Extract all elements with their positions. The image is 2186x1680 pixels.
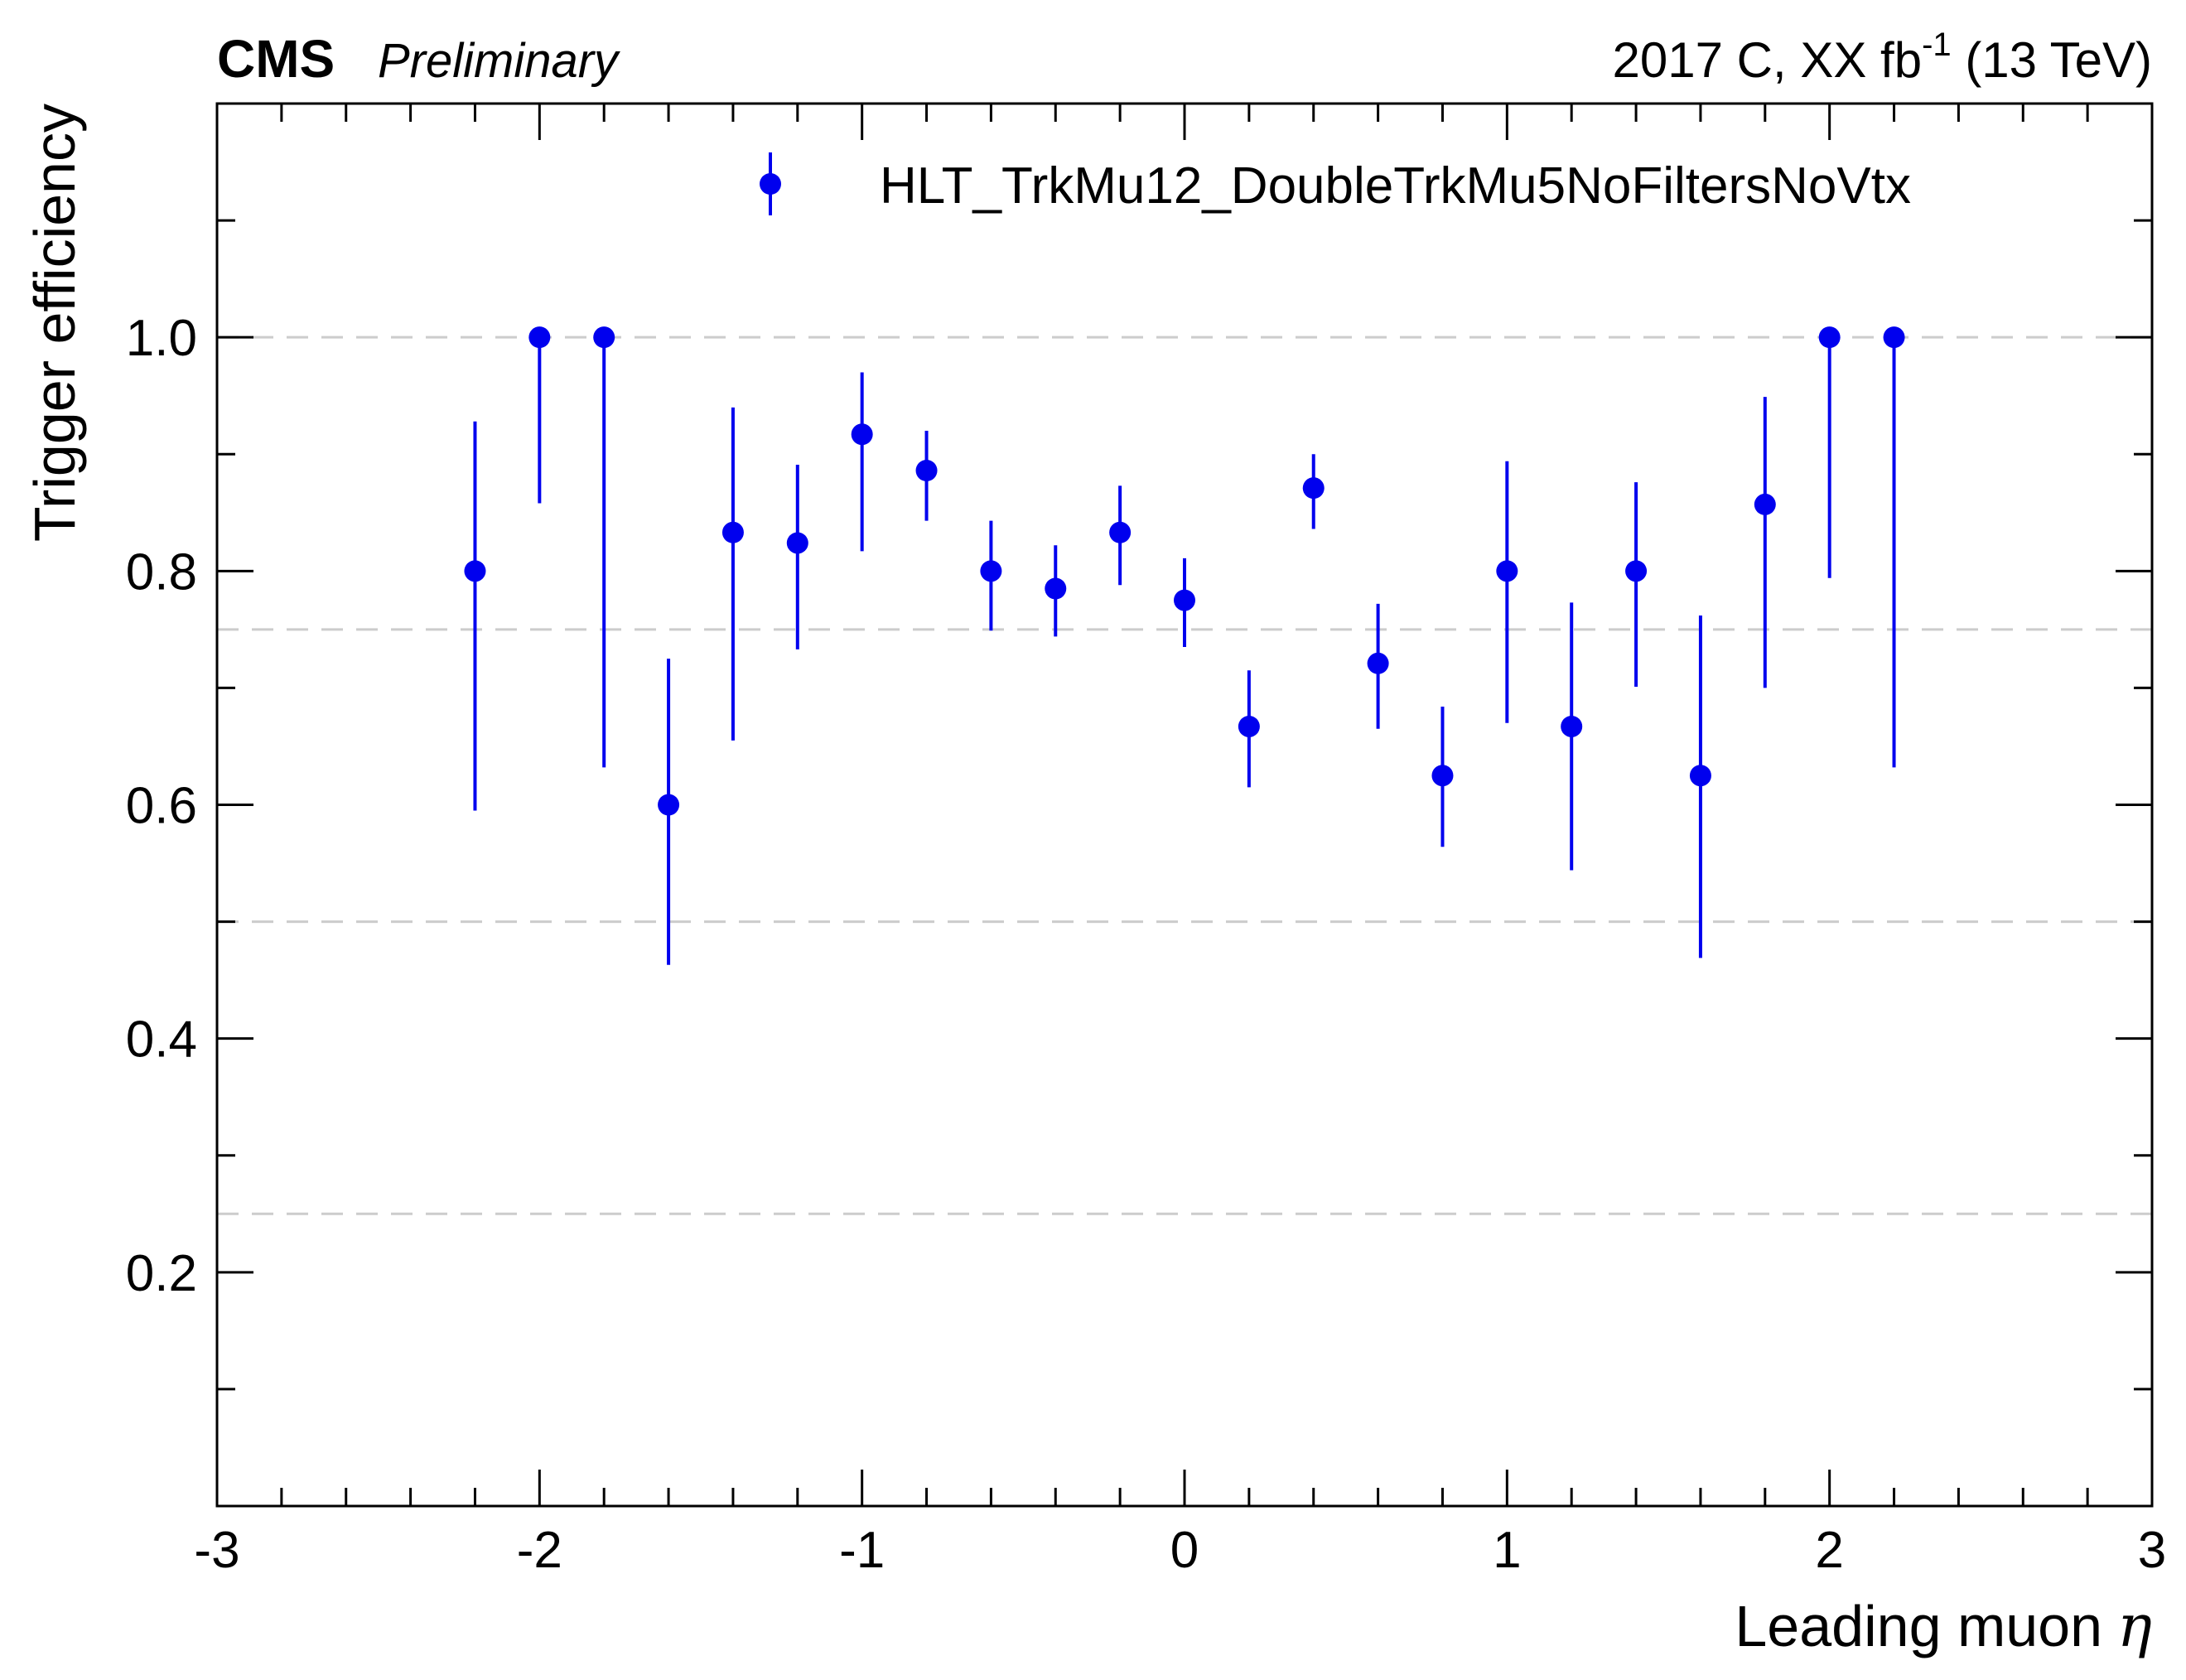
data-point [1238,715,1260,737]
y-tick-label: 0.8 [126,543,197,601]
data-point [1689,765,1711,787]
tick-layer [215,104,2154,1506]
legend: HLT_TrkMu12_DoubleTrkMu5NoFiltersNoVtx [760,152,1911,215]
data-point [1367,652,1389,674]
run-info-exp: -1 [1922,27,1952,63]
data-point [1561,715,1583,737]
y-tick-label: 0.2 [126,1245,197,1302]
data-point [528,326,551,349]
legend-label: HLT_TrkMu12_DoubleTrkMu5NoFiltersNoVtx [880,157,1911,215]
data-point [1431,765,1454,787]
legend-marker [760,173,781,195]
plot-frame [215,102,2154,1508]
data-point [1754,493,1776,515]
data-layer [464,326,1905,965]
data-point [980,560,1002,582]
run-info-prefix: 2017 C, XX fb [1613,32,1923,88]
y-tick-label: 0.4 [126,1011,197,1069]
x-axis-title-text: Leading muon [1735,1594,2102,1658]
status-label: Preliminary [378,34,620,88]
x-tick-label: -3 [194,1522,239,1579]
y-tick-label: 0.6 [126,778,197,835]
grid-layer [217,336,2152,1215]
tick-label-layer: -3 -2 -1 0 1 2 3 0.2 0.4 0.6 0.8 1.0 [126,310,2166,1579]
data-point [1302,477,1325,500]
experiment-label: CMS [217,29,335,89]
data-point [1109,521,1132,543]
data-point [464,560,486,582]
x-tick-label: 0 [1170,1522,1199,1579]
data-point [915,460,938,482]
x-axis-title-symbol: η [2117,1592,2152,1660]
data-point [593,326,615,349]
data-point [721,521,744,543]
run-info-suffix: (13 TeV) [1952,32,2152,88]
data-point [1818,326,1841,349]
x-tick-label: -2 [517,1522,562,1579]
x-tick-label: 1 [1493,1522,1521,1579]
data-point [851,423,873,446]
x-tick-label: -1 [839,1522,885,1579]
data-point [1883,326,1905,349]
data-point [1496,560,1518,582]
y-axis-title: Trigger efficiency [22,104,87,542]
data-point [1045,577,1067,600]
x-axis-title: Leading muon η [1735,1592,2152,1660]
x-tick-label: 2 [1815,1522,1843,1579]
x-tick-label: 3 [2138,1522,2166,1579]
run-info: 2017 C, XX fb-1 (13 TeV) [1613,27,2153,88]
y-tick-label: 1.0 [126,310,197,367]
data-point [1625,560,1648,582]
data-point [786,532,808,554]
data-point [1174,589,1195,611]
data-point [658,794,680,816]
